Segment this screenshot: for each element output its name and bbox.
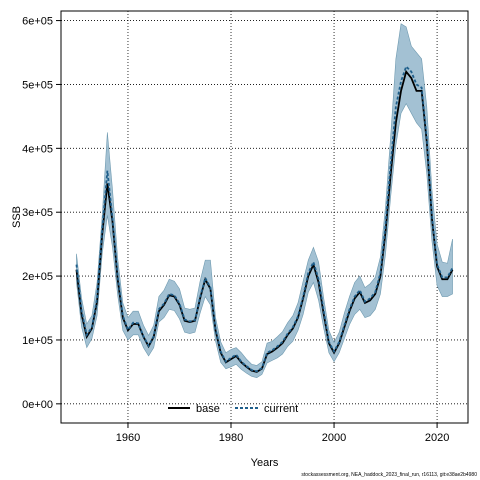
x-axis-title: Years: [251, 457, 279, 469]
y-tick-label: 1e+05: [22, 335, 53, 347]
x-tick-label: 1980: [219, 432, 243, 444]
y-tick-label: 2e+05: [22, 271, 53, 283]
y-tick-label: 0e+00: [22, 399, 53, 411]
x-tick-label: 2000: [322, 432, 346, 444]
source-caption: stockassessment.org, NEA_haddock_2023_fi…: [301, 472, 477, 478]
y-tick-label: 6e+05: [22, 16, 53, 28]
y-tick-label: 5e+05: [22, 79, 53, 91]
x-tick-label: 2020: [425, 432, 449, 444]
x-axis: 1960 1980 2000 2020: [116, 423, 449, 444]
legend-label-current: current: [264, 403, 298, 415]
y-axis-title: SSB: [11, 206, 23, 228]
series-line-current: [75, 64, 454, 373]
x-tick-label: 1960: [116, 432, 140, 444]
legend: base current: [168, 403, 298, 415]
y-axis: 0e+00 1e+05 2e+05 3e+05 4e+05 5e+05 6e+05: [22, 16, 61, 411]
legend-label-base: base: [196, 403, 220, 415]
y-tick-label: 4e+05: [22, 143, 53, 155]
plot-frame: [60, 10, 469, 424]
uncertainty-band: [76, 23, 453, 378]
y-tick-label: 3e+05: [22, 207, 53, 219]
